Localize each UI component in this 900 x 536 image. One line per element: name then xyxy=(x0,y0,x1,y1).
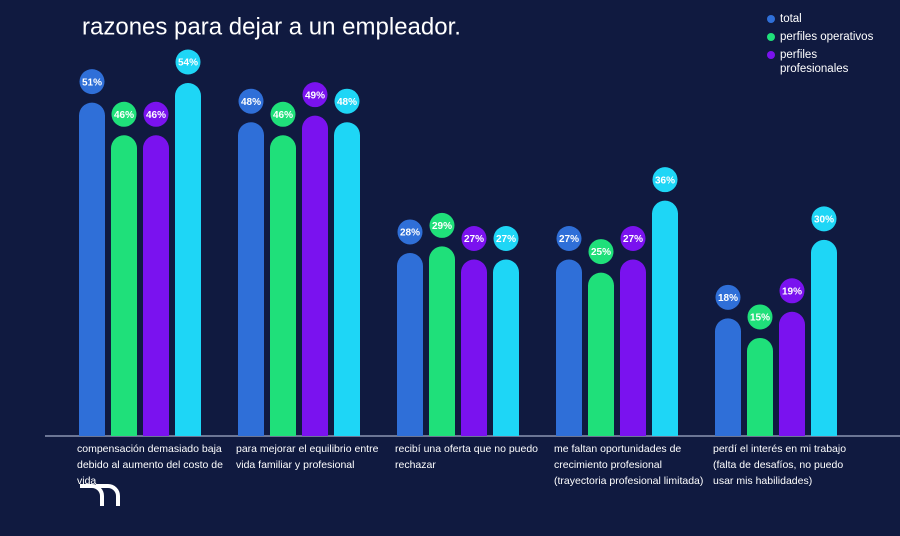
value-label-badge xyxy=(652,167,678,193)
x-tick-label: para mejorar el equilibrio entre vida fa… xyxy=(236,443,379,471)
value-label-badge xyxy=(79,69,105,95)
bar xyxy=(747,337,773,436)
bar xyxy=(715,318,741,436)
bar xyxy=(461,259,487,436)
value-label-badge xyxy=(270,101,296,127)
legend-swatch xyxy=(767,15,775,23)
value-label-badge xyxy=(620,226,646,251)
value-label-badge xyxy=(556,226,582,251)
value-label: 27% xyxy=(559,234,579,245)
value-label-badge xyxy=(715,284,741,310)
legend-label: perfiles profesionales xyxy=(780,49,849,75)
value-label-badge xyxy=(334,88,360,114)
value-label-badge xyxy=(429,212,455,238)
x-tick-label: compensación demasiado baja debido al au… xyxy=(77,443,223,487)
value-label-badge xyxy=(811,206,837,232)
value-label: 29% xyxy=(432,221,452,232)
bar xyxy=(302,115,328,436)
value-label: 48% xyxy=(337,97,357,108)
value-label-badge xyxy=(238,88,264,114)
value-label-badge xyxy=(397,219,423,245)
bar xyxy=(493,259,519,436)
value-label-badge xyxy=(779,278,805,304)
value-label: 46% xyxy=(146,110,166,121)
bar xyxy=(238,122,264,437)
bar xyxy=(111,135,137,436)
value-label-badge xyxy=(175,49,201,75)
value-label-badge xyxy=(111,101,137,127)
bar xyxy=(429,246,455,436)
value-label: 27% xyxy=(623,234,643,245)
value-label: 48% xyxy=(241,97,261,108)
bar xyxy=(79,102,105,436)
bar xyxy=(811,239,837,436)
value-label: 19% xyxy=(782,286,802,297)
bar xyxy=(334,122,360,437)
legend-label: total xyxy=(780,13,802,25)
value-label: 15% xyxy=(750,313,770,324)
value-label-badge xyxy=(302,82,328,108)
legend-label: perfiles operativos xyxy=(780,31,874,43)
value-label-badge xyxy=(493,226,519,251)
value-label: 25% xyxy=(591,247,611,258)
value-label: 46% xyxy=(114,110,134,121)
value-label: 30% xyxy=(814,215,834,226)
bar xyxy=(620,259,646,436)
value-label: 49% xyxy=(305,90,325,101)
value-label: 18% xyxy=(718,293,738,304)
bar xyxy=(588,272,614,436)
value-label: 27% xyxy=(496,234,516,245)
value-label: 28% xyxy=(400,228,420,239)
bar xyxy=(779,311,805,436)
logo xyxy=(80,484,120,506)
x-tick-label: recibí una oferta que no puedo rechazar xyxy=(395,443,539,471)
x-tick-label: me faltan oportunidades de crecimiento p… xyxy=(554,443,704,487)
bar xyxy=(143,135,169,436)
value-label: 36% xyxy=(655,175,675,186)
value-label-badge xyxy=(588,239,614,265)
value-label-badge xyxy=(461,226,487,251)
bar xyxy=(652,200,678,436)
value-label: 46% xyxy=(273,110,293,121)
value-label: 27% xyxy=(464,234,484,245)
value-label-badge xyxy=(747,304,773,330)
value-label: 54% xyxy=(178,58,198,69)
legend-swatch xyxy=(767,51,775,59)
bar xyxy=(556,259,582,436)
bar xyxy=(397,252,423,436)
x-tick-label: perdí el interés en mi trabajo (falta de… xyxy=(713,443,847,487)
chart-title: razones para dejar a un empleador. xyxy=(82,13,461,40)
legend-swatch xyxy=(767,33,775,41)
value-label-badge xyxy=(143,101,169,127)
bar xyxy=(270,135,296,436)
value-label: 51% xyxy=(82,77,102,88)
bar xyxy=(175,83,201,436)
